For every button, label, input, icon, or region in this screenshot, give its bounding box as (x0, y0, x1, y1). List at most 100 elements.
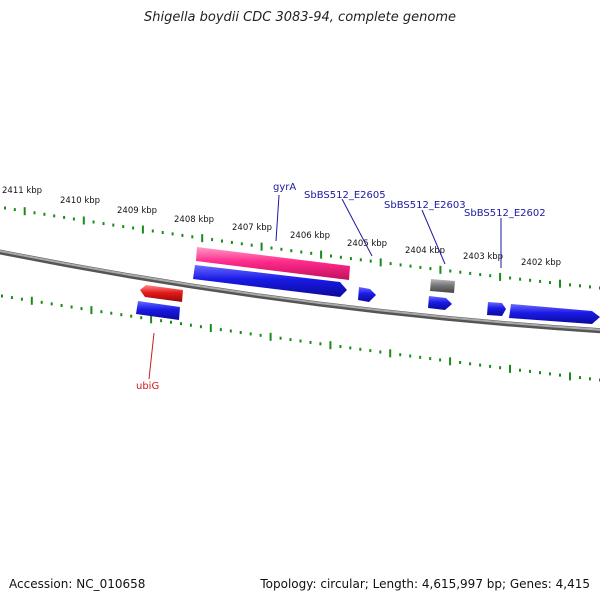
outer-ruler-tick (122, 225, 125, 229)
gene-features (136, 247, 600, 324)
outer-ruler-tick (260, 242, 263, 251)
tick-label-2406: 2406 kbp (290, 231, 330, 241)
label-e2603[interactable]: SbBS512_E2603 (384, 200, 466, 211)
outer-ruler-tick (82, 216, 85, 225)
inner-ruler-tick (529, 369, 531, 373)
inner-ruler-tick (100, 310, 103, 314)
inner-ruler-tick (379, 350, 382, 354)
outer-ruler-tick (92, 220, 95, 224)
inner-ruler-tick (339, 345, 342, 348)
outer-ruler-tick (519, 277, 522, 281)
inner-ruler-tick (269, 332, 272, 341)
outer-ruler-tick (459, 270, 462, 274)
inner-ruler-tick (20, 297, 23, 301)
outer-ruler-tick (409, 264, 412, 268)
gene-blue-below-ubiG[interactable] (136, 301, 180, 320)
outer-ruler-tick (489, 274, 492, 278)
inner-ruler-tick (449, 357, 452, 366)
inner-ruler-tick (150, 315, 153, 324)
outer-ruler-tick (349, 257, 352, 261)
inner-ruler (1, 294, 600, 382)
gene-gyrA-pink[interactable] (196, 247, 350, 280)
inner-ruler-tick (319, 342, 322, 346)
outer-ruler-tick (132, 226, 135, 230)
gene-blue-small-3[interactable] (487, 302, 506, 316)
outer-ruler-tick (181, 233, 184, 237)
outer-ruler-tick (63, 215, 66, 219)
outer-ruler-tick (141, 225, 144, 234)
gene-gray[interactable] (430, 279, 455, 293)
outer-ruler-tick (161, 231, 164, 234)
label-e2602[interactable]: SbBS512_E2602 (464, 208, 546, 219)
gene-blue-long[interactable] (193, 265, 347, 297)
outer-ruler-tick (379, 258, 382, 267)
outer-ruler-tick (201, 234, 204, 243)
outer-ruler-tick (171, 232, 174, 236)
inner-ruler-tick (389, 349, 392, 358)
outer-ruler (4, 206, 600, 290)
inner-ruler-tick (589, 377, 591, 381)
inner-ruler-tick (60, 304, 63, 307)
outer-ruler-tick (579, 284, 581, 288)
outer-ruler-tick (559, 279, 561, 288)
outer-ruler-tick (221, 239, 223, 243)
label-e2605[interactable]: SbBS512_E2605 (304, 190, 386, 201)
inner-ruler-tick (259, 333, 262, 337)
inner-ruler-tick (170, 320, 172, 324)
outer-ruler-tick (310, 251, 313, 255)
outer-ruler-tick (230, 240, 233, 244)
outer-ruler-tick (469, 271, 472, 275)
inner-ruler-tick (199, 325, 202, 329)
outer-ruler-tick (33, 211, 36, 215)
inner-ruler-tick (289, 338, 292, 342)
inner-ruler-tick (439, 358, 442, 362)
tick-label-2408: 2408 kbp (174, 215, 214, 225)
outer-ruler-tick (280, 247, 283, 251)
outer-ruler-tick (509, 276, 512, 280)
outer-ruler-tick (449, 269, 452, 273)
outer-ruler-tick (529, 278, 532, 282)
inner-ruler-tick (349, 346, 352, 350)
inner-ruler-tick (90, 306, 93, 315)
gene-blue-right[interactable] (509, 304, 600, 324)
inner-ruler-tick (239, 331, 242, 334)
label-ubiG[interactable]: ubiG (136, 381, 159, 392)
inner-ruler-tick (189, 323, 192, 327)
gene-ubiG-red[interactable] (140, 285, 183, 302)
inner-ruler-tick (399, 353, 402, 357)
outer-ruler-tick (359, 258, 362, 262)
outer-ruler-tick (102, 222, 105, 226)
inner-ruler-tick (539, 371, 541, 375)
outer-ruler-tick (191, 235, 194, 239)
tick-label-2405: 2405 kbp (347, 239, 387, 249)
map-title: Shigella boydii CDC 3083-94, complete ge… (143, 10, 457, 25)
outer-ruler-tick (13, 208, 16, 212)
inner-ruler-tick (180, 322, 182, 326)
outer-ruler-tick (53, 214, 56, 218)
tick-label-2411: 2411 kbp (2, 186, 42, 196)
outer-ruler-tick (339, 255, 342, 259)
outer-ruler-tick (151, 229, 154, 233)
outer-ruler-tick (439, 265, 442, 274)
genome-backbone-highlight (0, 249, 600, 331)
outer-ruler-tick (569, 283, 571, 287)
inner-ruler-tick (479, 363, 482, 367)
inner-ruler-tick (70, 305, 73, 309)
inner-ruler-tick (80, 307, 83, 311)
outer-ruler-tick (43, 212, 46, 216)
inner-ruler-tick (359, 347, 362, 351)
outer-ruler-tick (72, 217, 75, 221)
connector-e2603 (421, 209, 446, 265)
topology-text: Topology: circular; Length: 4,615,997 bp… (260, 577, 590, 591)
outer-ruler-tick (240, 242, 243, 246)
outer-ruler-tick (320, 250, 323, 259)
inner-ruler-tick (130, 314, 133, 318)
inner-ruler-tick (219, 328, 222, 332)
outer-ruler-tick (549, 281, 551, 285)
gene-blue-small-2[interactable] (428, 296, 452, 310)
outer-ruler-tick (300, 250, 303, 254)
label-gyrA[interactable]: gyrA (273, 182, 296, 193)
tick-label-2410: 2410 kbp (60, 196, 100, 206)
gene-blue-small-1[interactable] (358, 287, 376, 302)
inner-ruler-tick (469, 362, 472, 366)
